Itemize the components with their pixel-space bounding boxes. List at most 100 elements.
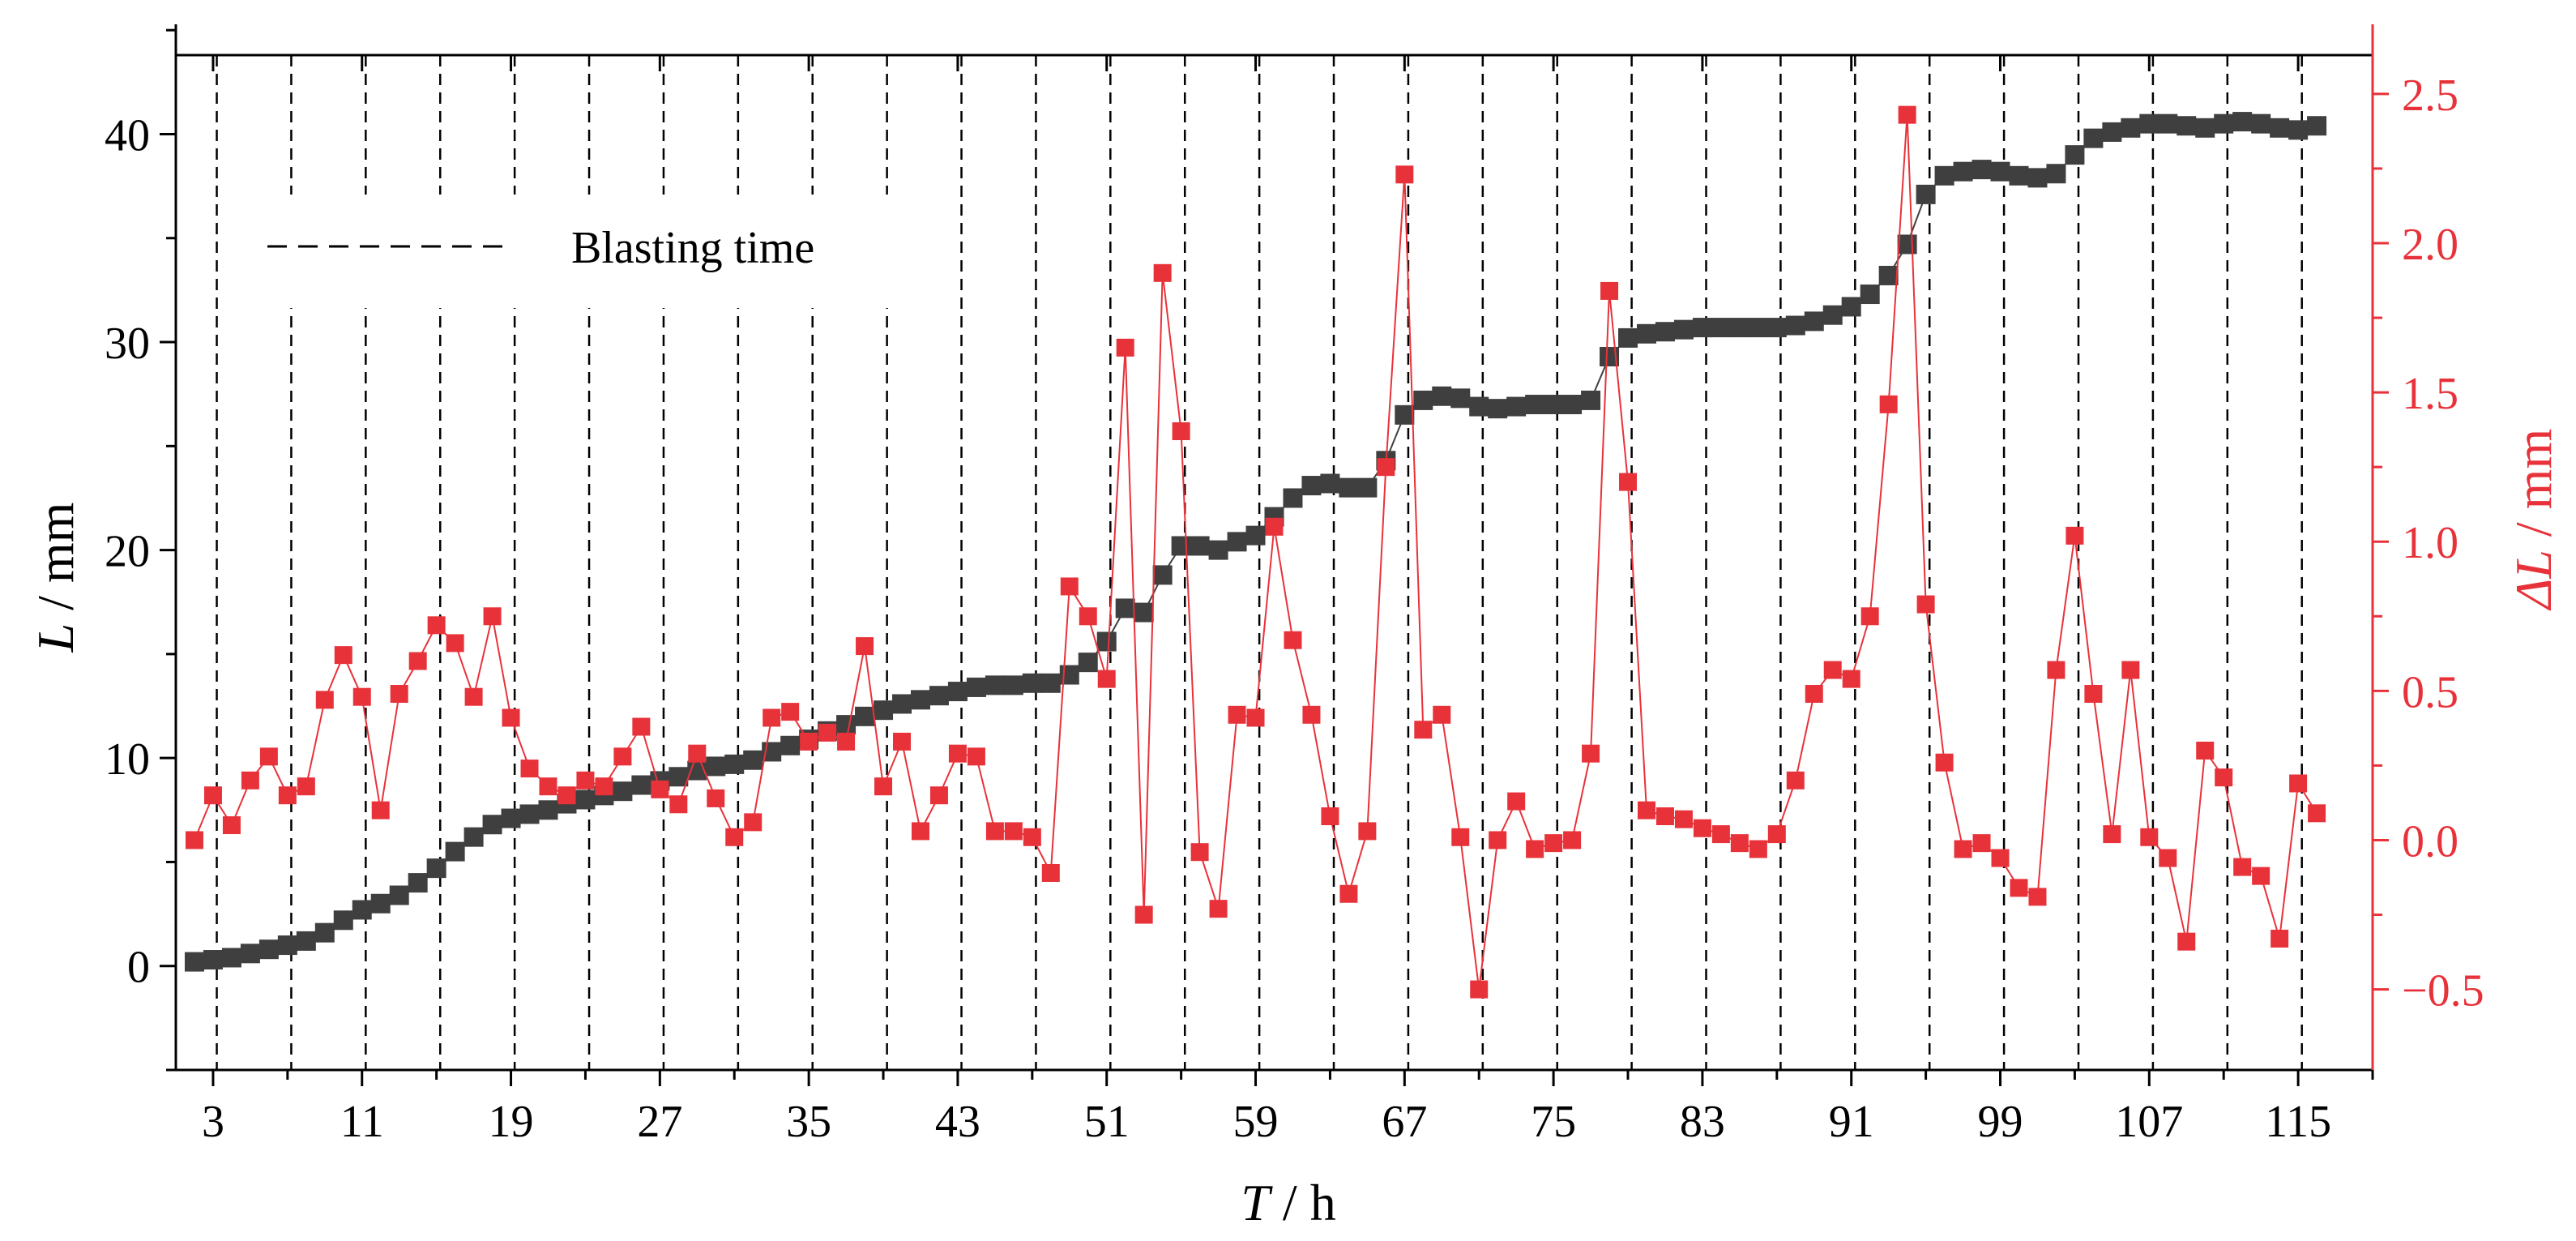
series-delta-l-point	[222, 816, 241, 835]
series-delta-l-point	[1302, 705, 1321, 724]
y-axis-left-title: L / mm	[27, 503, 84, 653]
series-delta-l-point	[1395, 165, 1414, 184]
series-delta-l-point	[744, 813, 763, 832]
series-delta-l-point	[781, 703, 800, 721]
series-delta-l-point	[1134, 905, 1153, 924]
series-delta-l-point	[1860, 607, 1879, 626]
series-delta-l-point	[1563, 831, 1582, 849]
series-delta-l-point	[837, 732, 856, 751]
series-l-point	[985, 675, 1005, 695]
x-tick-label: 51	[1084, 1097, 1130, 1147]
series-l-point	[1003, 675, 1023, 695]
series-l-point	[1227, 532, 1247, 552]
series-l-point	[258, 939, 279, 960]
series-l-point	[947, 682, 968, 702]
series-delta-l-point	[763, 708, 781, 727]
x-tick-label: 43	[935, 1097, 980, 1147]
legend: Blasting time	[243, 195, 908, 308]
series-delta-l-point	[1172, 422, 1190, 440]
series-delta-l-point	[1265, 517, 1284, 536]
series-delta-l-point	[2308, 804, 2326, 823]
series-l-point	[1488, 399, 1508, 419]
series-delta-l-point	[1619, 473, 1638, 491]
x-tick-label: 27	[637, 1097, 682, 1147]
x-tick-label: 91	[1829, 1097, 1874, 1147]
series-l-point	[1785, 315, 1805, 336]
series-delta-l-point	[595, 777, 613, 796]
series-delta-l-point	[818, 723, 837, 742]
series-l-point	[1618, 327, 1638, 348]
x-axis: 3 11 19 27 35 43 51 59 67 75 83 91 99 107 115	[202, 55, 2374, 1147]
series-delta-l-point	[2159, 849, 2177, 867]
y-left-tick-label: 10	[105, 734, 150, 785]
series-delta-l-point	[334, 646, 352, 665]
series-delta-l-point	[1190, 843, 1209, 862]
y-right-tick-label: 2.0	[2402, 220, 2459, 270]
series-delta-l-point	[278, 786, 297, 805]
series-l-point	[2232, 112, 2253, 132]
series-l-point	[2251, 113, 2271, 134]
series-l-point	[1339, 477, 1359, 498]
series-delta-l-point	[259, 747, 278, 766]
series-delta-l-point	[446, 634, 464, 653]
series-l-point	[1804, 311, 1824, 332]
series-delta-l-point	[390, 685, 408, 704]
series-l-point	[1357, 477, 1378, 498]
series-l-point	[2121, 118, 2141, 138]
series-delta-l-point	[2233, 858, 2252, 876]
series-delta-l-point	[2289, 774, 2308, 793]
series-l-point	[2065, 145, 2085, 165]
series-delta-l-point	[1842, 670, 1860, 688]
series-l-point	[482, 815, 502, 835]
series-l-point	[706, 756, 726, 777]
x-tick-label: 99	[1978, 1097, 2023, 1147]
series-delta-l-point	[1954, 840, 1972, 858]
series-l-point	[1841, 297, 1861, 317]
series-l-point	[2307, 116, 2327, 136]
series-delta-l-point	[800, 732, 818, 751]
series-l-point	[2009, 165, 2029, 186]
series-delta-l-point	[856, 637, 874, 656]
series-l-point	[855, 706, 875, 726]
series-delta-l-point	[1916, 595, 1935, 614]
series-delta-l-point	[1470, 980, 1489, 999]
series-l	[184, 112, 2327, 972]
series-l-point	[1990, 161, 2010, 182]
series-l-point	[2139, 113, 2159, 134]
series-l-point	[2214, 113, 2234, 134]
series-delta-l-point	[2065, 526, 2084, 545]
series-l-point	[389, 885, 409, 905]
series-l-point	[1916, 184, 1936, 204]
series-l-point	[538, 800, 558, 820]
series-l-point	[1469, 396, 1489, 417]
series-l-point	[426, 858, 446, 879]
series-l-point	[445, 841, 465, 862]
plot-frame	[174, 24, 2374, 1072]
series-l-point	[1822, 305, 1843, 325]
series-l-point	[1729, 318, 1749, 338]
x-tick-label: 3	[202, 1097, 224, 1147]
series-delta-l-point	[2010, 879, 2028, 897]
series-l-point	[1190, 536, 1210, 556]
series-delta-l-point	[1972, 834, 1991, 853]
series-l-point	[1506, 396, 1527, 417]
series-delta-l-point	[1730, 834, 1749, 853]
series-l-point	[743, 750, 763, 770]
series-delta-l-point	[707, 789, 725, 807]
series-delta-l-point	[1358, 822, 1377, 841]
series-l-point	[1860, 285, 1880, 305]
series-l-point	[464, 827, 484, 847]
series-delta-l-point	[967, 747, 985, 766]
series-delta-l-point	[1451, 828, 1470, 846]
series-l-point	[1450, 388, 1471, 409]
series-delta-l-point	[1209, 900, 1228, 918]
series-delta-l-point	[1079, 607, 1097, 626]
series-delta-l-point	[1693, 819, 1711, 837]
y-right-tick-label: 2.5	[2402, 71, 2459, 121]
x-tick-label: 67	[1382, 1097, 1427, 1147]
series-delta-l-point	[427, 616, 446, 635]
series-delta-l-point	[1060, 577, 1079, 596]
series-l-point	[1040, 673, 1061, 693]
series-l-point	[240, 944, 260, 964]
